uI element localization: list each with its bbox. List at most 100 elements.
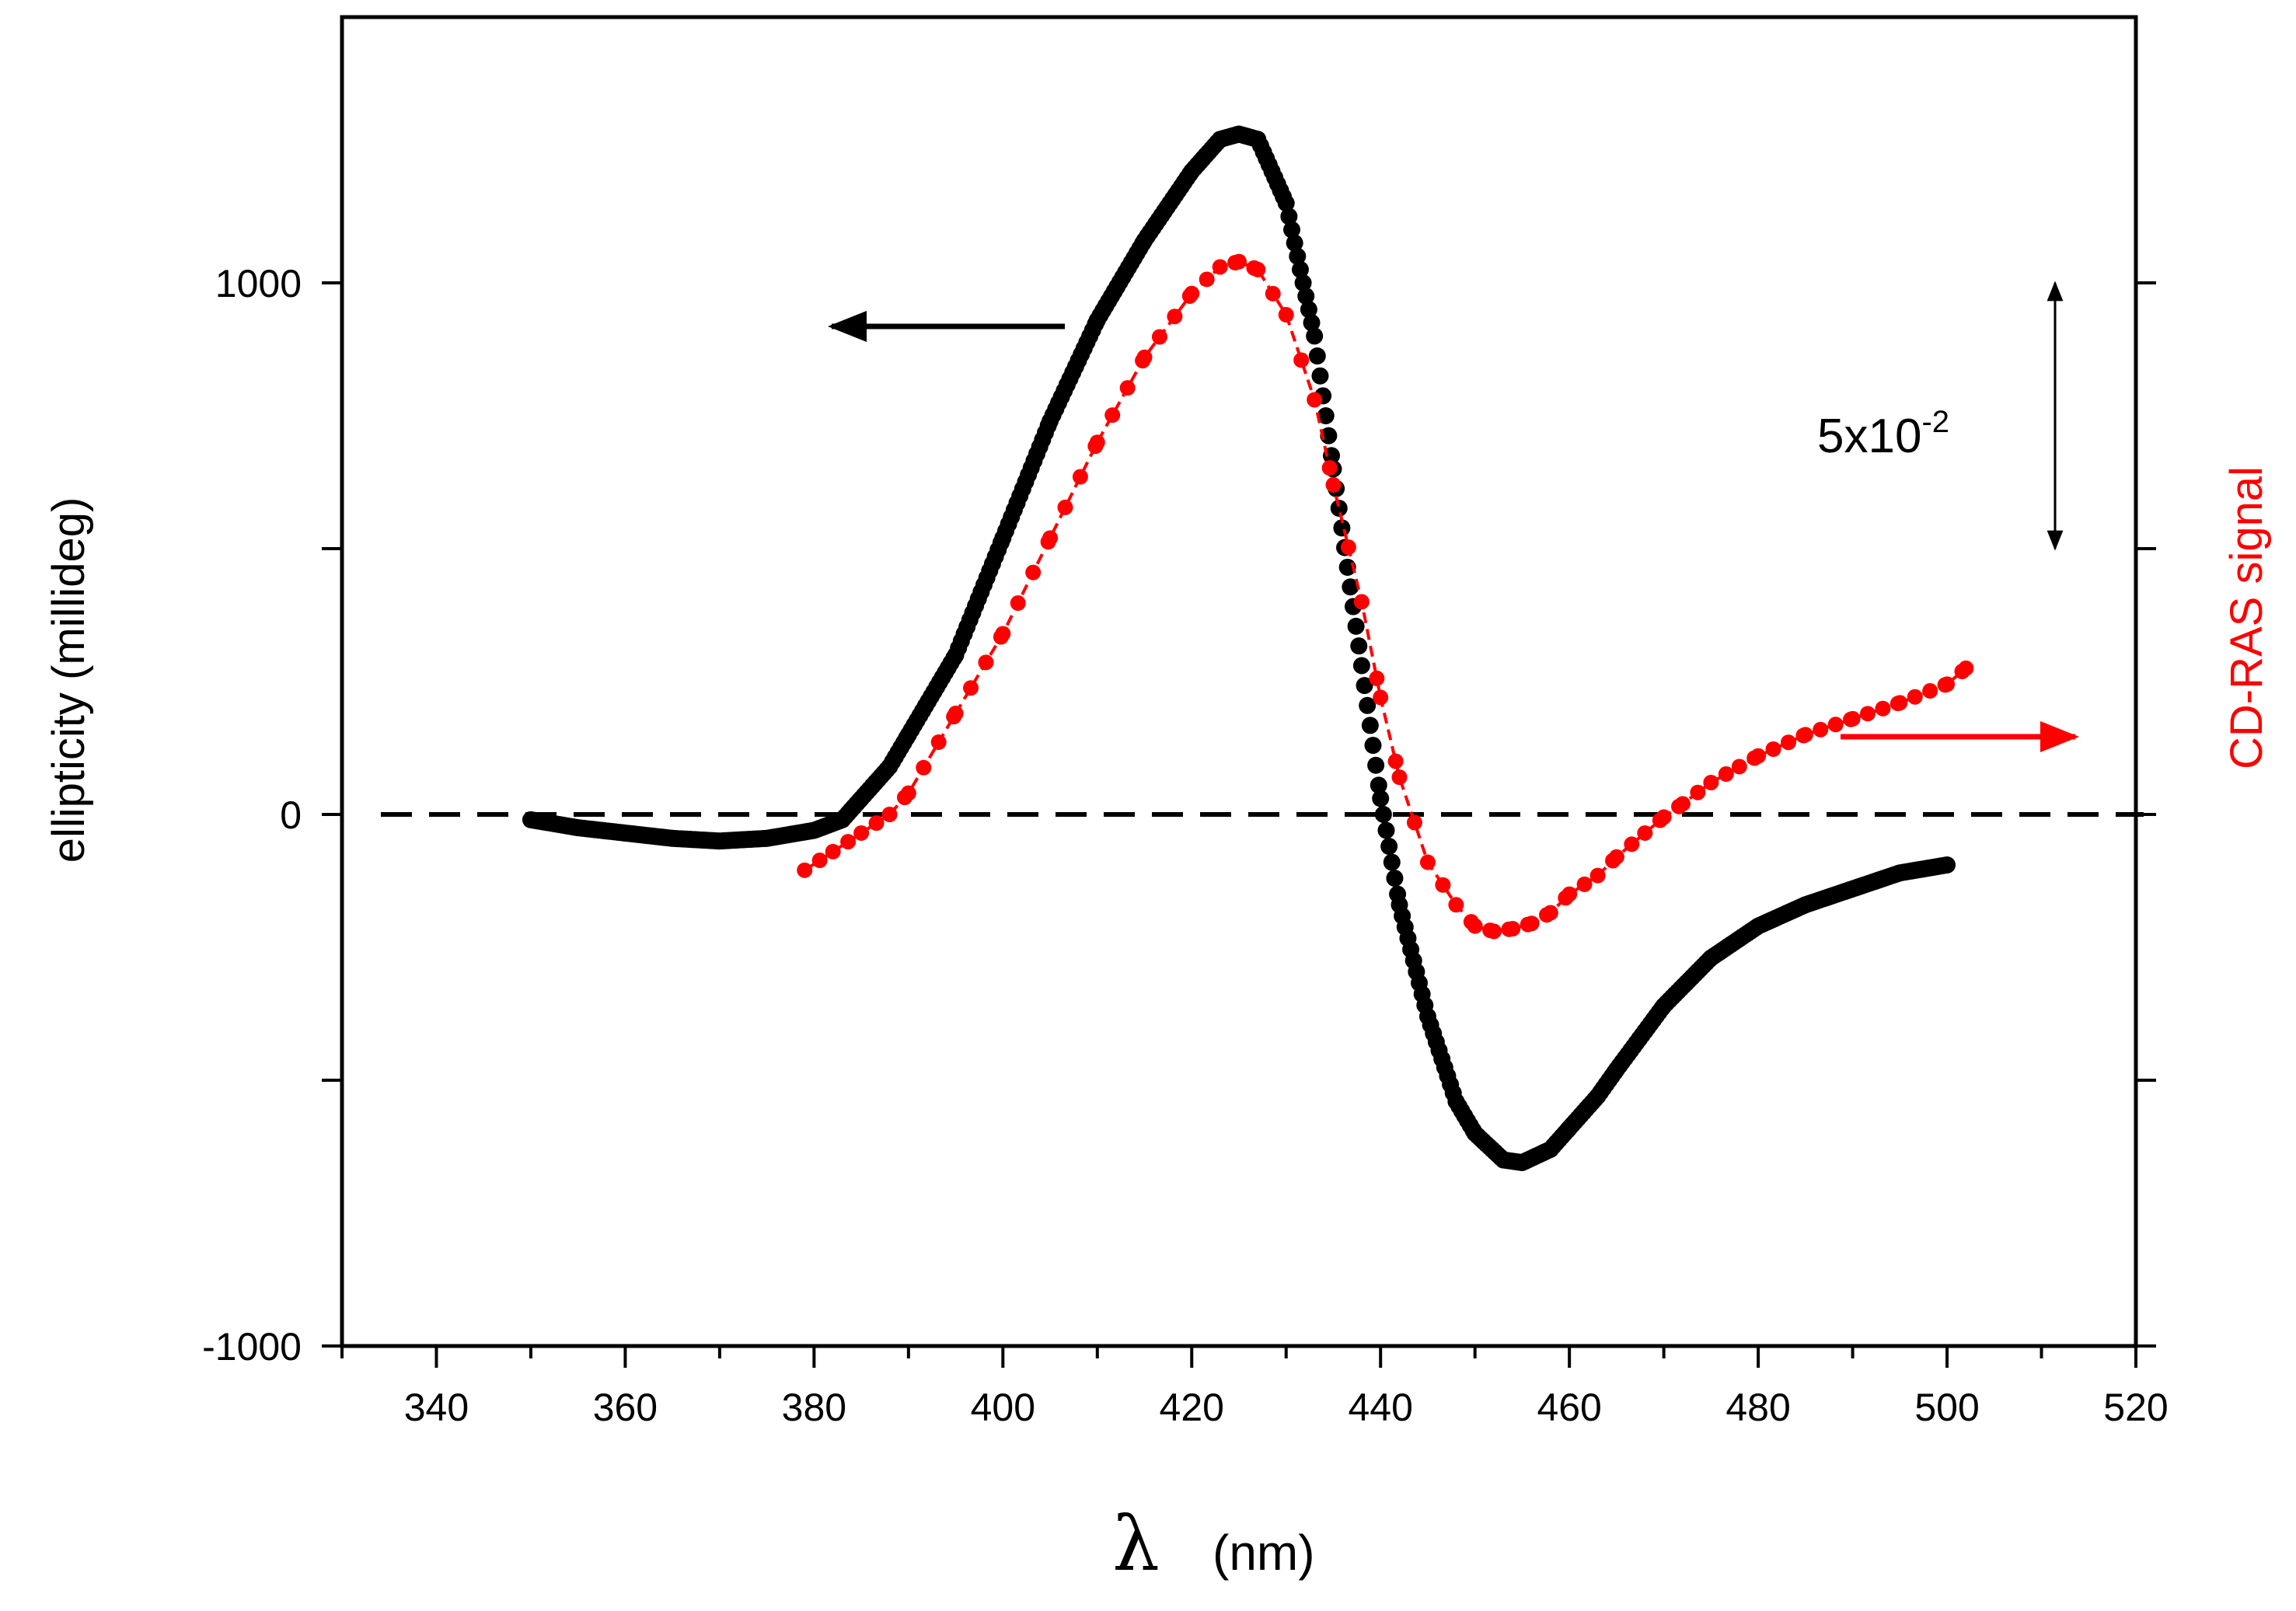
- ellipticity-point: [1300, 301, 1317, 319]
- cd-ras-point: [1104, 407, 1121, 424]
- ellipticity-point: [1383, 853, 1401, 871]
- cd-ras-point: [1608, 849, 1624, 865]
- cd-ras-point: [1369, 670, 1385, 686]
- scale-bar-exponent: -2: [1921, 405, 1949, 439]
- y-axis-ticks: -1000 0 1000: [202, 262, 2156, 1369]
- ellipticity-point: [1283, 221, 1301, 239]
- cd-ras-point: [825, 843, 841, 860]
- cd-ras-point: [1278, 307, 1294, 323]
- ellipticity-point: [1342, 578, 1359, 596]
- ellipticity-point: [1289, 247, 1307, 265]
- ellipticity-point: [1280, 207, 1298, 225]
- x-tick-label: 380: [782, 1386, 846, 1429]
- ellipticity-point: [1352, 657, 1370, 675]
- ellipticity-series: [522, 125, 1956, 1172]
- cd-ras-point: [1674, 796, 1691, 812]
- cd-ras-point: [916, 759, 932, 776]
- cd-ras-point: [1718, 766, 1734, 783]
- cd-ras-point: [1025, 564, 1042, 581]
- ellipticity-point: [1311, 367, 1329, 385]
- cd-ras-point: [1010, 595, 1026, 612]
- ellipticity-point: [1359, 696, 1377, 714]
- cd-ras-point: [1373, 689, 1389, 706]
- x-tick-label: 360: [593, 1386, 658, 1429]
- cd-ras-point: [1167, 309, 1183, 325]
- cd-ras-point: [1576, 876, 1593, 892]
- cd-ras-point: [1136, 349, 1153, 365]
- cd-ras-point: [811, 853, 828, 869]
- ellipticity-point: [1277, 194, 1295, 212]
- ellipticity-point: [1350, 637, 1368, 655]
- ellipticity-point: [1374, 806, 1392, 823]
- cd-ras-point: [995, 626, 1011, 642]
- cd-ras-point: [1907, 689, 1923, 705]
- x-axis-title-symbol: λ: [1112, 1501, 1160, 1588]
- cd-ras-point: [1485, 923, 1502, 940]
- cd-ras-point: [1624, 836, 1640, 853]
- cd-ras-point: [1703, 774, 1719, 790]
- cd-ras-point: [930, 734, 947, 750]
- cd-ras-point: [1827, 717, 1844, 733]
- x-tick-label: 420: [1160, 1386, 1224, 1429]
- cd-ras-point: [1057, 499, 1073, 515]
- cd-ras-point: [1467, 918, 1483, 934]
- cd-ras-point: [1119, 380, 1136, 396]
- ellipticity-point: [1306, 327, 1324, 345]
- cd-ras-point: [1325, 476, 1342, 493]
- ellipticity-point: [1386, 870, 1404, 887]
- ellipticity-point: [1364, 737, 1382, 755]
- ellipticity-point: [1294, 274, 1312, 291]
- cd-ras-point: [1435, 877, 1451, 893]
- plot-border: [340, 15, 2138, 1348]
- y-tick-label: 0: [280, 793, 302, 837]
- ellipticity-point: [1377, 821, 1395, 839]
- cd-ras-point: [1293, 352, 1310, 368]
- cd-ras-point: [1750, 748, 1767, 764]
- cd-ras-point: [868, 815, 885, 832]
- ellipticity-point: [1317, 407, 1335, 424]
- ellipticity-point: [1938, 856, 1956, 873]
- x-tick-label: 520: [2103, 1386, 2168, 1429]
- cd-ras-point: [797, 862, 813, 878]
- cd-ras-point: [1844, 710, 1861, 727]
- ellipticity-point: [1372, 790, 1390, 807]
- cd-ras-point: [1072, 469, 1088, 485]
- y-axis-right-title: CD-RAS signal: [2221, 466, 2272, 769]
- cd-ras-point: [1523, 915, 1540, 932]
- cd-ras-point: [1780, 734, 1796, 751]
- cd-ras-point: [1184, 285, 1200, 302]
- cd-ras-point: [853, 825, 870, 841]
- ellipticity-point: [1356, 677, 1373, 695]
- x-tick-label: 340: [404, 1386, 469, 1429]
- cd-ras-point: [1589, 867, 1606, 884]
- cd-ras-point: [1387, 753, 1404, 769]
- cd-ras-point: [1448, 897, 1464, 913]
- y-axis-left-title: ellipticity (millideg): [44, 497, 94, 863]
- ellipticity-point: [1308, 347, 1326, 365]
- cd-ras-point: [1042, 530, 1059, 546]
- ellipticity-point: [1347, 617, 1365, 635]
- cd-ras-point: [1321, 460, 1338, 476]
- ellipticity-point: [1361, 717, 1379, 734]
- y-tick-label: -1000: [202, 1325, 302, 1369]
- cd-ras-point: [1765, 741, 1781, 758]
- x-tick-label: 500: [1914, 1386, 1979, 1429]
- cd-ras-point: [1637, 825, 1653, 841]
- annotations: [828, 281, 2079, 752]
- ellipticity-point: [1297, 288, 1315, 305]
- ellipticity-point: [1370, 776, 1387, 794]
- x-tick-label: 460: [1537, 1386, 1601, 1429]
- ellipticity-point: [1367, 756, 1385, 774]
- cd-ras-point: [1892, 695, 1908, 711]
- cd-ras-series: [797, 253, 1974, 940]
- cd-ras-point: [1406, 814, 1422, 831]
- ellipticity-point: [1330, 500, 1348, 518]
- cd-ras-point: [1797, 727, 1813, 743]
- x-axis-title-unit: (nm): [1213, 1525, 1315, 1581]
- cd-ras-point: [1340, 539, 1356, 556]
- cd-ras-point: [1656, 809, 1672, 825]
- cd-ras-point: [1813, 721, 1829, 738]
- cd-ras-point: [1265, 285, 1281, 302]
- cd-ras-point: [900, 785, 916, 801]
- ellipticity-point: [1380, 838, 1398, 856]
